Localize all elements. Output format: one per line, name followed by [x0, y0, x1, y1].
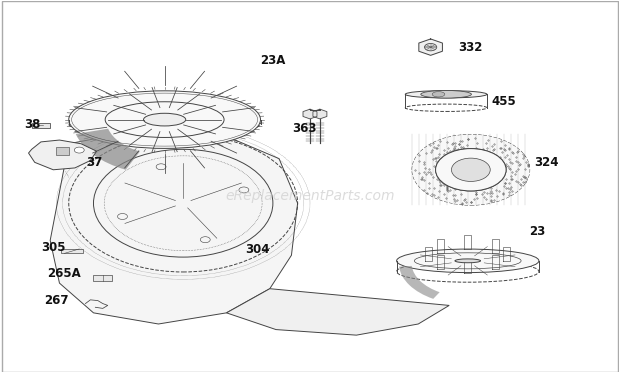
Bar [32, 123, 50, 128]
Text: 455: 455 [491, 94, 516, 107]
Bar [61, 249, 83, 253]
Text: 304: 304 [245, 243, 270, 256]
Text: 305: 305 [41, 241, 65, 254]
Wedge shape [76, 129, 140, 170]
Text: 23: 23 [529, 225, 546, 238]
Circle shape [425, 44, 436, 51]
Wedge shape [399, 266, 440, 299]
Text: 332: 332 [458, 41, 483, 54]
Polygon shape [313, 109, 327, 119]
Text: 38: 38 [24, 117, 40, 131]
Text: 324: 324 [534, 156, 559, 169]
Ellipse shape [397, 249, 539, 273]
Polygon shape [303, 109, 317, 119]
Circle shape [412, 135, 529, 205]
Text: 265A: 265A [47, 267, 81, 280]
Text: 267: 267 [44, 294, 68, 307]
Ellipse shape [69, 91, 260, 148]
Ellipse shape [144, 113, 186, 126]
Text: 363: 363 [293, 122, 317, 135]
Polygon shape [419, 39, 443, 55]
Polygon shape [56, 147, 69, 155]
Circle shape [74, 147, 84, 153]
Polygon shape [226, 289, 449, 335]
Ellipse shape [405, 91, 487, 98]
Text: 23A: 23A [260, 54, 286, 67]
Polygon shape [29, 140, 97, 170]
Circle shape [451, 158, 490, 181]
Polygon shape [50, 129, 298, 324]
Ellipse shape [421, 91, 471, 98]
Ellipse shape [455, 259, 480, 263]
Text: 37: 37 [86, 156, 102, 169]
Text: eReplacementParts.com: eReplacementParts.com [225, 189, 395, 203]
Ellipse shape [432, 92, 445, 97]
Circle shape [436, 148, 506, 191]
Bar [94, 275, 112, 280]
